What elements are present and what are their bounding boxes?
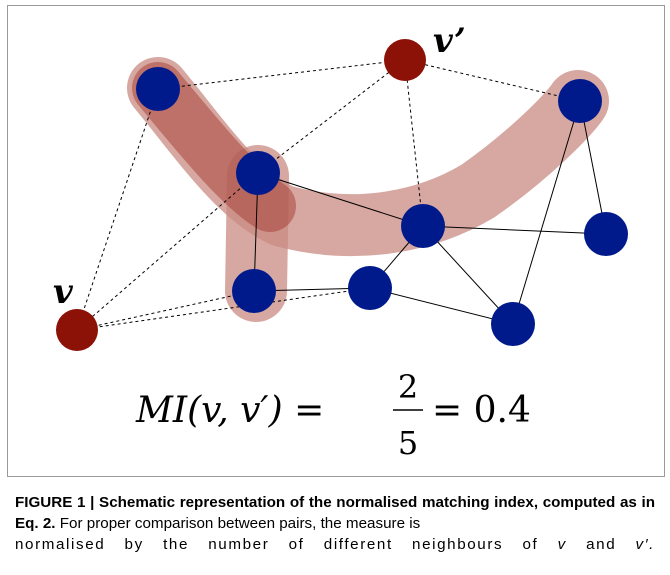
caption-text-line2: normalised by the number of different ne… — [15, 536, 539, 553]
edge — [512, 100, 581, 325]
edge — [157, 59, 406, 90]
node-blue — [558, 79, 602, 123]
matching-index-formula: MI(v, v′) = 2 5 = 0.4 — [135, 368, 531, 462]
node-blue — [232, 269, 276, 313]
edge — [422, 225, 607, 235]
edge — [76, 287, 371, 331]
caption-last-line: normalised by the number of different ne… — [15, 534, 655, 555]
figure-caption: FIGURE 1 | Schematic representation of t… — [15, 492, 655, 555]
edge — [76, 88, 159, 331]
edge — [257, 59, 406, 174]
edge — [257, 172, 424, 227]
node-blue — [401, 204, 445, 248]
label-v-prime: v’ — [433, 21, 466, 61]
node-blue — [236, 151, 280, 195]
formula-lhs: MI(v, v′) = — [135, 390, 324, 431]
caption-label: FIGURE 1 | Schematic representation of t… — [15, 494, 655, 532]
edge — [404, 59, 424, 227]
label-v: v — [53, 272, 74, 312]
caption-text-line1: For proper comparison between pairs, the… — [59, 515, 421, 532]
caption-and: and — [586, 536, 617, 553]
node-blue — [136, 67, 180, 111]
edge — [404, 59, 581, 102]
edge — [369, 287, 514, 325]
caption-var-v: v — [557, 536, 567, 553]
edge — [76, 290, 255, 331]
node-blue — [348, 266, 392, 310]
edge — [422, 225, 514, 325]
formula-numerator: 2 — [398, 368, 418, 406]
edge — [579, 100, 607, 235]
figure-panel: v’ v MI(v, v′) = 2 5 = 0.4 — [7, 5, 665, 477]
nodes — [56, 39, 628, 351]
node-v-prime — [384, 39, 426, 81]
formula-rhs: = 0.4 — [432, 390, 531, 431]
node-blue — [491, 302, 535, 346]
node-v — [56, 309, 98, 351]
edge — [76, 172, 259, 331]
neighbourhood-highlights — [127, 57, 609, 322]
caption-var-v-prime: v′. — [635, 536, 655, 553]
network-diagram: v’ v MI(v, v′) = 2 5 = 0.4 — [53, 21, 628, 462]
node-blue — [584, 212, 628, 256]
formula-denominator: 5 — [398, 424, 418, 462]
